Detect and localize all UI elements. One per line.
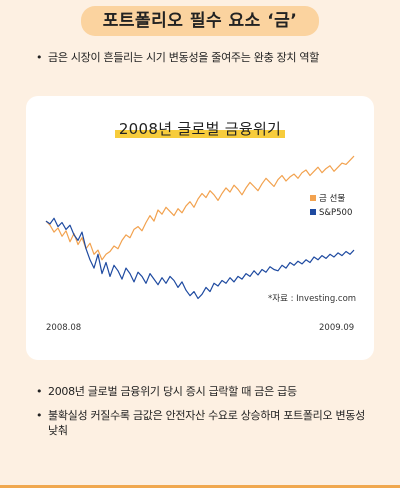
legend-swatch-sp500 <box>310 208 316 215</box>
legend-item-gold: 금 선물 <box>310 192 352 206</box>
chart-title: 2008년 글로벌 금융위기 <box>26 118 374 139</box>
chart-title-text: 2008년 글로벌 금융위기 <box>114 120 286 138</box>
legend-swatch-gold <box>310 194 316 201</box>
bottom-accent-bar <box>0 485 400 488</box>
chart-plot <box>45 155 355 300</box>
legend-item-sp500: S&P500 <box>310 206 352 220</box>
series-line-gold <box>45 155 355 261</box>
bullet-2: 불확실성 커질수록 금값은 안전자산 수요로 상승하며 포트폴리오 변동성 낮춰 <box>36 408 368 438</box>
x-tick-end: 2009.09 <box>319 323 355 333</box>
legend-label-gold: 금 선물 <box>319 194 346 204</box>
intro-bullet: 금은 시장이 흔들리는 시기 변동성을 줄여주는 완충 장치 역할 <box>36 50 388 65</box>
title-pill: 포트폴리오 필수 요소 ‘금’ <box>80 6 320 36</box>
x-tick-start: 2008.08 <box>46 323 82 333</box>
chart-source: *자료 : Investing.com <box>268 294 357 304</box>
page-title: 포트폴리오 필수 요소 ‘금’ <box>0 6 400 36</box>
series-line-sp500 <box>45 217 355 300</box>
chart-legend: 금 선물 S&P500 <box>310 192 352 220</box>
legend-label-sp500: S&P500 <box>319 208 353 218</box>
chart-card: 2008년 글로벌 금융위기 금 선물 S&P500 *자료 : Investi… <box>26 96 374 360</box>
bullet-1: 2008년 글로벌 금융위기 당시 증시 급락할 때 금은 급등 <box>36 384 388 399</box>
